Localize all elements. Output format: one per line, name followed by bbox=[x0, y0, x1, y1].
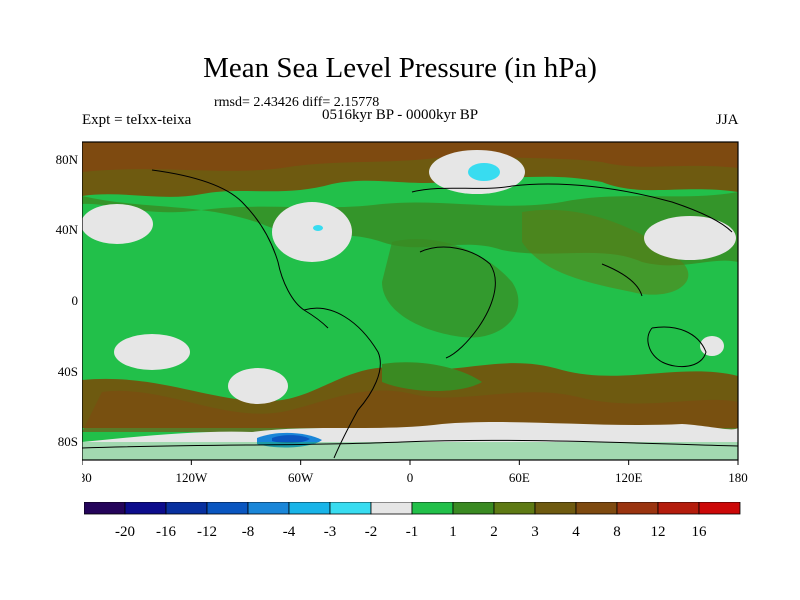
field-arctic-peak bbox=[82, 142, 738, 172]
colorbar-box bbox=[575, 502, 618, 515]
colorbar-label: 3 bbox=[531, 524, 539, 540]
field-africa-zone bbox=[382, 239, 519, 338]
field-low-pacific-ne bbox=[644, 216, 736, 260]
colorbar-label: -12 bbox=[197, 524, 217, 540]
field-antarctic-low bbox=[82, 422, 738, 460]
y-tick-label: 0 bbox=[71, 293, 79, 308]
field-antarctic-deep bbox=[272, 435, 310, 444]
colorbar-label: 4 bbox=[572, 524, 580, 540]
field-low-barents-core bbox=[468, 163, 500, 181]
colorbar-label: 16 bbox=[692, 524, 708, 540]
colorbar-label: 2 bbox=[490, 524, 498, 540]
colorbar-label: -20 bbox=[115, 524, 135, 540]
colorbar-label: 12 bbox=[651, 524, 666, 540]
colorbar-boxes bbox=[84, 502, 741, 515]
colorbar-box bbox=[411, 502, 454, 515]
colorbar-box bbox=[124, 502, 167, 515]
experiment-label: Expt = teIxx-teixa bbox=[82, 112, 192, 128]
field-asia-zone bbox=[522, 209, 689, 295]
x-tick-label: 120E bbox=[615, 470, 643, 485]
map-frame: 180 120W 60W 0 60E 120E 180 bbox=[82, 141, 748, 485]
y-tick-label: 80N bbox=[55, 151, 78, 167]
field-southern-peak bbox=[82, 390, 738, 432]
colorbar-box bbox=[534, 502, 577, 515]
colorbar-box bbox=[452, 502, 495, 515]
colorbar-labels: -20 -16 -12 -8 -4 -3 -2 -1 1 2 3 4 8 12 16 bbox=[115, 524, 707, 540]
colorbar-box bbox=[616, 502, 659, 515]
field-low-pacific-s bbox=[114, 334, 190, 370]
colorbar-label: -1 bbox=[406, 524, 419, 540]
map-title: Mean Sea Level Pressure (in hPa) bbox=[203, 52, 597, 84]
x-axis-labels: 180 120W 60W 0 60E 120E 180 bbox=[82, 470, 748, 485]
time-period-label: 0516kyr BP - 0000kyr BP bbox=[322, 107, 479, 123]
x-tick-label: 0 bbox=[407, 470, 414, 485]
field-low-atlantic-n bbox=[272, 202, 352, 262]
field-low-se-pacific bbox=[228, 368, 288, 404]
colorbar-box bbox=[84, 502, 126, 515]
colorbar-label: 8 bbox=[613, 524, 621, 540]
x-tick-label: 120W bbox=[175, 470, 208, 485]
x-tick-label: 60E bbox=[509, 470, 530, 485]
colorbar-box bbox=[657, 502, 700, 515]
colorbar-box bbox=[493, 502, 536, 515]
colorbar-label: -16 bbox=[156, 524, 176, 540]
colorbar-box bbox=[247, 502, 290, 515]
y-tick-label: 40S bbox=[57, 363, 78, 379]
colorbar-box bbox=[329, 502, 372, 515]
x-tick-label: 180 bbox=[728, 470, 748, 485]
field-south-atlantic bbox=[382, 362, 482, 391]
colorbar: -20 -16 -12 -8 -4 -3 -2 -1 1 2 3 4 8 12 16 bbox=[84, 502, 741, 540]
season-label: JJA bbox=[716, 112, 739, 128]
field-low-pacific-n bbox=[82, 204, 153, 244]
colorbar-box bbox=[206, 502, 249, 515]
coastlines bbox=[82, 169, 738, 459]
colorbar-label: -8 bbox=[242, 524, 255, 540]
x-tick-label: 180 bbox=[82, 470, 92, 485]
colorbar-label: -3 bbox=[324, 524, 337, 540]
colorbar-box bbox=[165, 502, 208, 515]
field-antarctic-edge bbox=[82, 442, 738, 460]
colorbar-box bbox=[370, 502, 413, 515]
colorbar-label: -2 bbox=[365, 524, 378, 540]
colorbar-box bbox=[698, 502, 741, 515]
y-tick-label: 40N bbox=[55, 222, 78, 238]
colorbar-label: -4 bbox=[283, 524, 296, 540]
axis-ticks bbox=[82, 460, 739, 465]
rmsd-diff-stats: rmsd= 2.43426 diff= 2.15778 bbox=[214, 95, 380, 110]
field-low-tasman bbox=[700, 336, 724, 356]
colorbar-box bbox=[288, 502, 331, 515]
pressure-field bbox=[82, 142, 738, 460]
x-tick-label: 60W bbox=[288, 470, 314, 485]
y-tick-label: 80S bbox=[57, 434, 78, 450]
colorbar-label: 1 bbox=[449, 524, 457, 540]
field-low-atlantic-core bbox=[313, 225, 323, 231]
